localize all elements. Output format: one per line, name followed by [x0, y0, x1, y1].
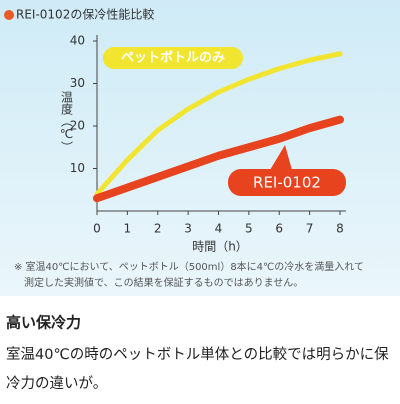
section-heading: 高い保冷力: [6, 314, 81, 332]
section-body: 室温40℃の時のペットボトル単体との比較では明らかに保: [6, 345, 389, 363]
x-tick-label: 8: [336, 222, 344, 236]
chart-title: REI-0102の保冷性能比較: [16, 7, 154, 22]
x-tick-label: 2: [154, 222, 162, 236]
x-tick-label: 6: [275, 222, 283, 236]
legend-box: [228, 169, 346, 196]
x-axis-label: 時間（h）: [192, 240, 248, 254]
note-line: 測定した実測値で、この結果を保証するものではありません。: [24, 276, 303, 289]
series-line: [94, 51, 343, 197]
title-bullet: [4, 10, 14, 20]
legend-pointer: [270, 145, 292, 170]
y-tick-label: 20: [70, 119, 85, 133]
y-tick-label: 30: [70, 76, 85, 90]
x-tick-label: 0: [93, 222, 101, 236]
legend-label: REI-0102: [253, 174, 321, 192]
x-tick-label: 5: [245, 222, 253, 236]
note-line: ※ 室温40℃において、ペットボトル（500ml）8本に4℃の冷水を満量入れて: [14, 260, 364, 273]
x-tick-label: 3: [184, 222, 192, 236]
x-tick-label: 7: [306, 222, 314, 236]
series-line: [93, 115, 344, 203]
legend-label: ペットボトルのみ: [121, 50, 225, 66]
y-tick-label: 40: [70, 34, 85, 48]
y-axis-label: 温度（℃）: [60, 91, 74, 153]
section-body: 冷力の違いが。: [6, 375, 107, 392]
x-tick-label: 4: [215, 222, 223, 236]
y-tick-label: 10: [70, 161, 85, 175]
x-tick-label: 1: [124, 222, 132, 236]
legend-box: [103, 47, 243, 69]
